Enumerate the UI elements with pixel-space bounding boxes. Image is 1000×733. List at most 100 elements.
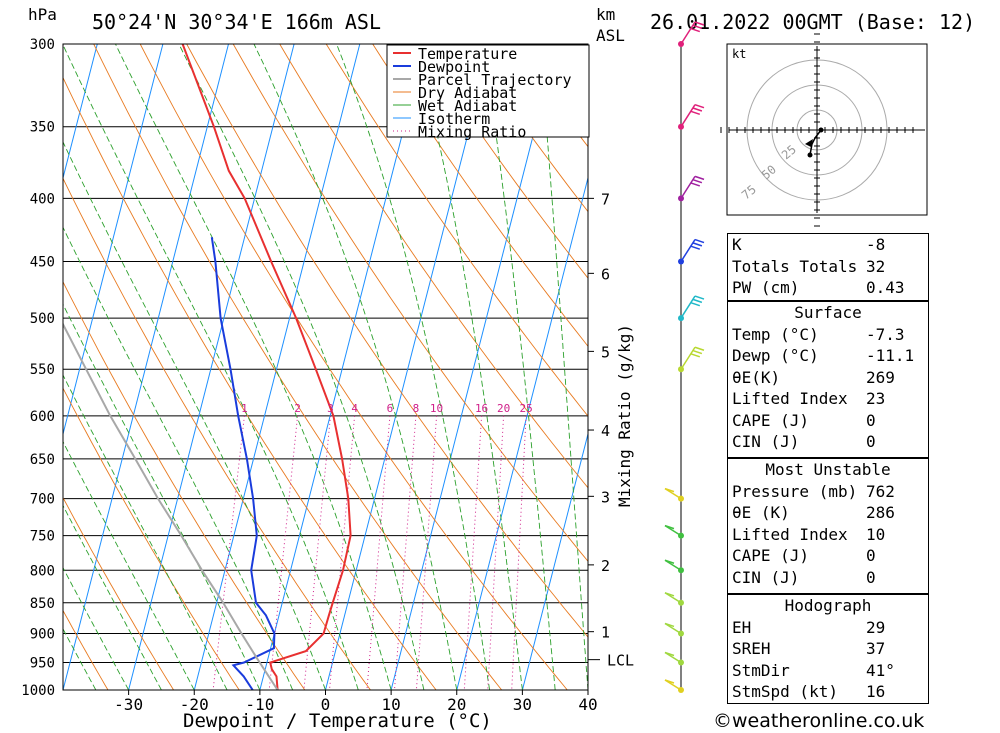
dry-adiabat	[63, 609, 109, 690]
hodograph-point	[807, 152, 813, 158]
dry-adiabat	[63, 280, 306, 690]
mu-li-label: Lifted Index	[732, 524, 848, 544]
datetime-title: 26.01.2022 00GMT (Base: 12)	[650, 10, 975, 34]
wind-barb-flag	[664, 487, 675, 493]
pressure-tick-label: 700	[30, 492, 55, 508]
isotherm	[63, 44, 164, 436]
wind-barb-shaft	[680, 104, 696, 128]
mu-theta-value: 286	[866, 503, 895, 522]
legend-box	[386, 44, 590, 138]
height-tick-label: 1	[601, 624, 610, 642]
dry-adiabat	[372, 44, 588, 348]
hodograph-rings	[720, 33, 925, 227]
dry-adiabat	[279, 44, 588, 489]
wind-barb-flag	[694, 346, 705, 351]
hodograph-panel: kt 25 50 75	[720, 33, 928, 227]
wet-adiabat	[63, 374, 228, 690]
mu-li-value: 10	[866, 524, 886, 544]
height-tick-label: 4	[601, 422, 610, 440]
pressure-tick-label: 1000	[21, 683, 55, 699]
mixing-ratio-label: 20	[497, 402, 510, 415]
eh-label: EH	[732, 617, 752, 637]
wet-adiabat	[115, 44, 392, 690]
temperature-tick-label: 20	[447, 695, 466, 714]
wet-adiabat	[539, 44, 588, 690]
isotherm	[521, 431, 588, 690]
surface-title: Surface	[794, 303, 862, 322]
wind-barb-flag	[690, 353, 701, 358]
precipitable-water-label: PW (cm)	[732, 278, 800, 297]
temperature-tick-label: -20	[180, 695, 209, 714]
wind-barb-flag	[664, 622, 675, 628]
mu-theta-label: θE (K)	[732, 503, 790, 522]
wind-profile	[664, 21, 705, 693]
surface-temp-label: Temp (°C)	[732, 324, 819, 344]
most-unstable-title: Most Unstable	[765, 460, 891, 479]
wind-barb-shaft	[680, 239, 696, 262]
pressure-tick-label: 850	[30, 596, 55, 612]
mixing-ratio-labels: 1 2 3 4 6 8 10 16 20 25	[241, 402, 533, 415]
mixing-ratio-line	[212, 415, 245, 690]
wind-barb-flag	[694, 21, 705, 26]
isotherm	[193, 44, 361, 690]
legend-label-isotherm: Isotherm	[418, 110, 490, 128]
temperature-axis: -30 -20 -10 0 10 20 30 40	[114, 690, 598, 714]
height-tick-label: 5	[601, 343, 610, 361]
wind-barb-flag	[694, 238, 705, 244]
lcl-label: LCL	[607, 652, 634, 670]
wind-barb-flag	[690, 110, 701, 116]
isotherm	[456, 175, 588, 690]
height-tick-label: 7	[601, 190, 610, 208]
temperature-tick-label: 10	[381, 695, 400, 714]
wind-barb-flag	[692, 298, 703, 304]
indices-table: K -8 Totals Totals 32 PW (cm) 0.43	[727, 233, 929, 301]
surface-temp-value: -7.3	[866, 324, 905, 344]
dry-adiabat	[186, 44, 588, 638]
mixing-ratio-line	[487, 415, 505, 690]
precipitable-water-value: 0.43	[866, 278, 905, 297]
pressure-tick-label: 500	[30, 311, 55, 327]
wind-barb-flag	[690, 27, 701, 33]
mixing-ratio-label: 16	[475, 402, 488, 415]
hodograph-storm-motion-arrow	[805, 139, 813, 147]
wet-adiabat	[63, 303, 261, 690]
wind-barb-flag	[692, 107, 703, 112]
wind-barb-shaft	[680, 175, 696, 199]
wind-barb-flag	[692, 178, 703, 184]
hodograph-table: Hodograph EH 29 SREH 37 StmDir 41° StmSpd (…	[727, 594, 929, 704]
mixing-ratio-label: 1	[241, 402, 248, 415]
dry-adiabat	[63, 177, 371, 690]
totals-totals-value: 32	[866, 256, 886, 276]
dry-adiabat	[93, 44, 503, 690]
wind-barb-flag	[692, 349, 703, 355]
surface-dewp-label: Dewp (°C)	[732, 346, 819, 365]
dry-adiabat	[63, 496, 174, 690]
wind-barb-shaft	[680, 346, 696, 370]
temperature-tick-label: 40	[578, 695, 597, 714]
dry-adiabat	[63, 76, 437, 690]
pressure-tick-label: 450	[30, 255, 55, 271]
surface-theta-label: θE(K)	[732, 367, 781, 387]
mixing-ratio-label: 4	[351, 402, 358, 415]
mu-pressure-label: Pressure (mb)	[732, 481, 858, 501]
wet-adiabat	[253, 44, 458, 690]
mixing-ratio-label: 10	[430, 402, 443, 415]
sreh-value: 37	[866, 639, 886, 658]
height-tick-label: 3	[601, 488, 610, 506]
asl-units-label: ASL	[596, 26, 625, 45]
wet-adiabat	[63, 504, 162, 690]
temperature-tick-label: -10	[245, 695, 274, 714]
series-parcel-trajectory	[63, 322, 279, 690]
dry-adiabat	[139, 44, 568, 690]
legend-label-mixing-ratio: Mixing Ratio	[418, 123, 526, 141]
pressure-tick-label: 750	[30, 529, 55, 545]
wet-adiabat	[63, 44, 359, 690]
mixing-ratio-label: 25	[520, 402, 533, 415]
isotherm	[63, 44, 229, 690]
wet-adiabat	[63, 440, 195, 690]
pressure-tick-label: 900	[30, 626, 55, 642]
surface-li-label: Lifted Index	[732, 389, 848, 408]
hodograph-unit-label: kt	[732, 47, 746, 61]
pressure-tick-label: 550	[30, 362, 55, 378]
